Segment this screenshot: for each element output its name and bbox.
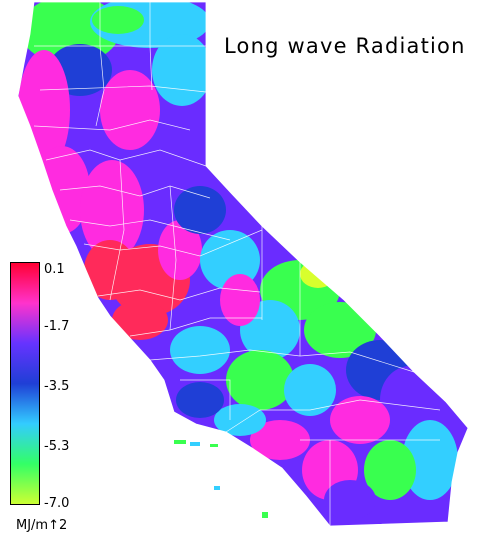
channel-islands [174, 440, 268, 518]
legend-tick-1: 0.1 [44, 262, 65, 277]
legend-tick-4: -5.3 [44, 439, 70, 454]
legend-unit: MJ/m↑2 [16, 518, 68, 533]
color-scale-bar [10, 262, 40, 505]
map-title: Long wave Radiation [224, 34, 466, 58]
legend-tick-2: -1.7 [44, 319, 70, 334]
state-outline [17, 1, 469, 527]
county-boundaries [33, 2, 441, 526]
legend-tick-3: -3.5 [44, 379, 70, 394]
legend-tick-5: -7.0 [44, 496, 70, 511]
